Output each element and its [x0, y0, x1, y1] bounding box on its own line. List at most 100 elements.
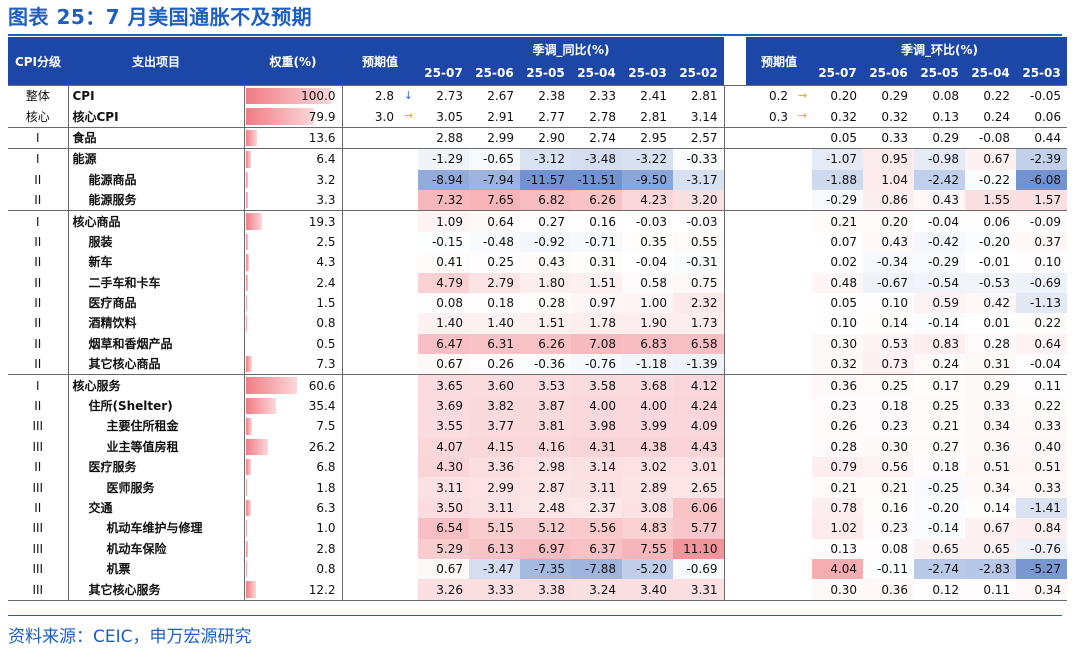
yoy-cell: 3.02	[622, 457, 673, 478]
table-row: III 业主等值房租 26.2 4.07 4.15 4.16 4.31 4.38 4.43 0.2…	[8, 436, 1068, 458]
yoy-cell: 3.11	[469, 497, 520, 519]
item-name: 机动车保险	[68, 538, 245, 559]
mom-cell: 0.56	[863, 457, 915, 478]
mom-cell: 0.22	[1016, 395, 1068, 417]
yoy-cell: 0.41	[418, 252, 469, 273]
mom-cell: -1.13	[1016, 292, 1068, 314]
mom-cell: -0.20	[965, 231, 1017, 253]
yoy-cell: 3.99	[622, 416, 673, 437]
weight-cell: 6.3	[244, 497, 343, 519]
item-name: 食品	[68, 126, 245, 149]
forecast-mom-value: 0.3	[768, 109, 789, 124]
yoy-cell: 6.47	[418, 333, 469, 355]
gap-cell	[724, 416, 746, 436]
weight-bar	[245, 129, 258, 147]
mom-cell: 0.02	[812, 252, 864, 273]
forecast-yoy-cell	[342, 579, 418, 601]
item-name: 新车	[68, 252, 245, 273]
yoy-cell: 3.20	[673, 189, 725, 211]
weight-value: 2.8	[316, 541, 336, 556]
yoy-cell: -0.33	[673, 148, 725, 170]
header-mom-month: 25-04	[965, 61, 1017, 86]
weight-value: 79.9	[308, 109, 336, 124]
weight-value: 100.0	[301, 89, 336, 104]
mom-cell: 0.22	[1016, 313, 1068, 334]
weight-bar	[245, 171, 249, 188]
gap-cell	[724, 273, 746, 293]
weight-cell: 100.0	[244, 85, 343, 107]
yoy-cell: 4.16	[520, 436, 571, 458]
forecast-mom-cell	[746, 437, 812, 457]
mom-cell: 0.51	[1016, 457, 1068, 478]
weight-cell: 1.0	[244, 518, 343, 539]
yoy-cell: 3.26	[418, 579, 469, 601]
yoy-cell: 2.81	[673, 85, 725, 107]
mom-cell: 0.28	[965, 333, 1017, 355]
weight-bar	[245, 540, 248, 557]
forecast-mom-cell	[746, 313, 812, 333]
yoy-cell: 3.01	[673, 457, 725, 478]
mom-cell: 0.10	[812, 313, 864, 334]
forecast-mom-cell	[746, 252, 812, 272]
level-cell: II	[8, 497, 69, 519]
weight-cell: 0.8	[244, 313, 343, 334]
mom-cell: -0.01	[965, 252, 1017, 273]
gap-cell	[724, 252, 746, 272]
weight-cell: 2.5	[244, 231, 343, 253]
yoy-cell: 3.77	[469, 416, 520, 437]
header-mom-month: 25-07	[812, 61, 864, 86]
yoy-cell: 6.58	[673, 333, 725, 355]
yoy-cell: -11.51	[571, 169, 622, 190]
mom-cell: 0.23	[812, 395, 864, 417]
gap-cell	[724, 126, 747, 149]
yoy-cell: 4.24	[673, 395, 725, 417]
table-row: II 医疗商品 1.5 0.08 0.18 0.28 0.97 1.00 2.32 0.05 0.1…	[8, 292, 1068, 314]
forecast-mom-cell	[746, 559, 812, 579]
forecast-yoy-cell	[342, 477, 418, 497]
level-cell: II	[8, 333, 69, 355]
forecast-yoy-cell	[342, 559, 418, 579]
table-row: 整体 CPI 100.0 2.8 ↓ 2.73 2.67 2.38 2.33 2.41 2.81 0.…	[8, 85, 1068, 107]
weight-value: 0.8	[316, 562, 336, 577]
yoy-cell: 2.33	[571, 85, 622, 107]
mom-cell: -2.83	[965, 558, 1017, 580]
mom-cell: 0.34	[1016, 579, 1068, 601]
yoy-cell: -0.15	[418, 231, 469, 253]
yoy-cell: 6.26	[571, 189, 622, 211]
weight-bar	[245, 520, 247, 537]
level-cell: II	[8, 272, 69, 293]
mom-cell: 0.14	[965, 497, 1017, 519]
level-cell: III	[8, 518, 69, 539]
yoy-cell: 4.15	[469, 436, 520, 458]
yoy-cell: 6.37	[571, 538, 622, 559]
mom-cell: 0.07	[812, 231, 864, 253]
mom-cell: -0.05	[1016, 85, 1068, 107]
yoy-cell: 0.18	[469, 292, 520, 314]
yoy-cell: 5.12	[520, 518, 571, 539]
yoy-cell: 5.29	[418, 538, 469, 559]
figure-title: 图表 25：7 月美国通胀不及预期	[8, 5, 313, 29]
weight-cell: 7.5	[244, 416, 343, 437]
forecast-mom-cell	[746, 170, 812, 190]
forecast-yoy-cell	[342, 334, 418, 354]
item-name: 二手车和卡车	[68, 272, 245, 293]
yoy-cell: 3.81	[520, 416, 571, 437]
mom-cell: 0.65	[914, 538, 966, 559]
level-cell: III	[8, 579, 69, 601]
yoy-cell: 2.89	[622, 477, 673, 498]
forecast-mom-cell	[746, 232, 812, 252]
weight-cell: 6.4	[244, 148, 343, 170]
yoy-cell: 1.90	[622, 313, 673, 334]
weight-cell: 1.8	[244, 477, 343, 498]
level-cell: II	[8, 457, 69, 478]
forecast-yoy-value: 2.8	[374, 89, 394, 104]
mom-cell: 1.55	[965, 189, 1017, 211]
yoy-cell: 2.38	[520, 85, 571, 107]
mom-cell: 0.18	[863, 395, 915, 417]
yoy-cell: 3.08	[622, 497, 673, 519]
weight-cell: 26.2	[244, 436, 343, 458]
yoy-cell: 1.40	[469, 313, 520, 334]
forecast-yoy-cell: 2.8 ↓	[342, 85, 418, 107]
yoy-cell: 1.78	[571, 313, 622, 334]
yoy-cell: 2.78	[589, 109, 616, 124]
